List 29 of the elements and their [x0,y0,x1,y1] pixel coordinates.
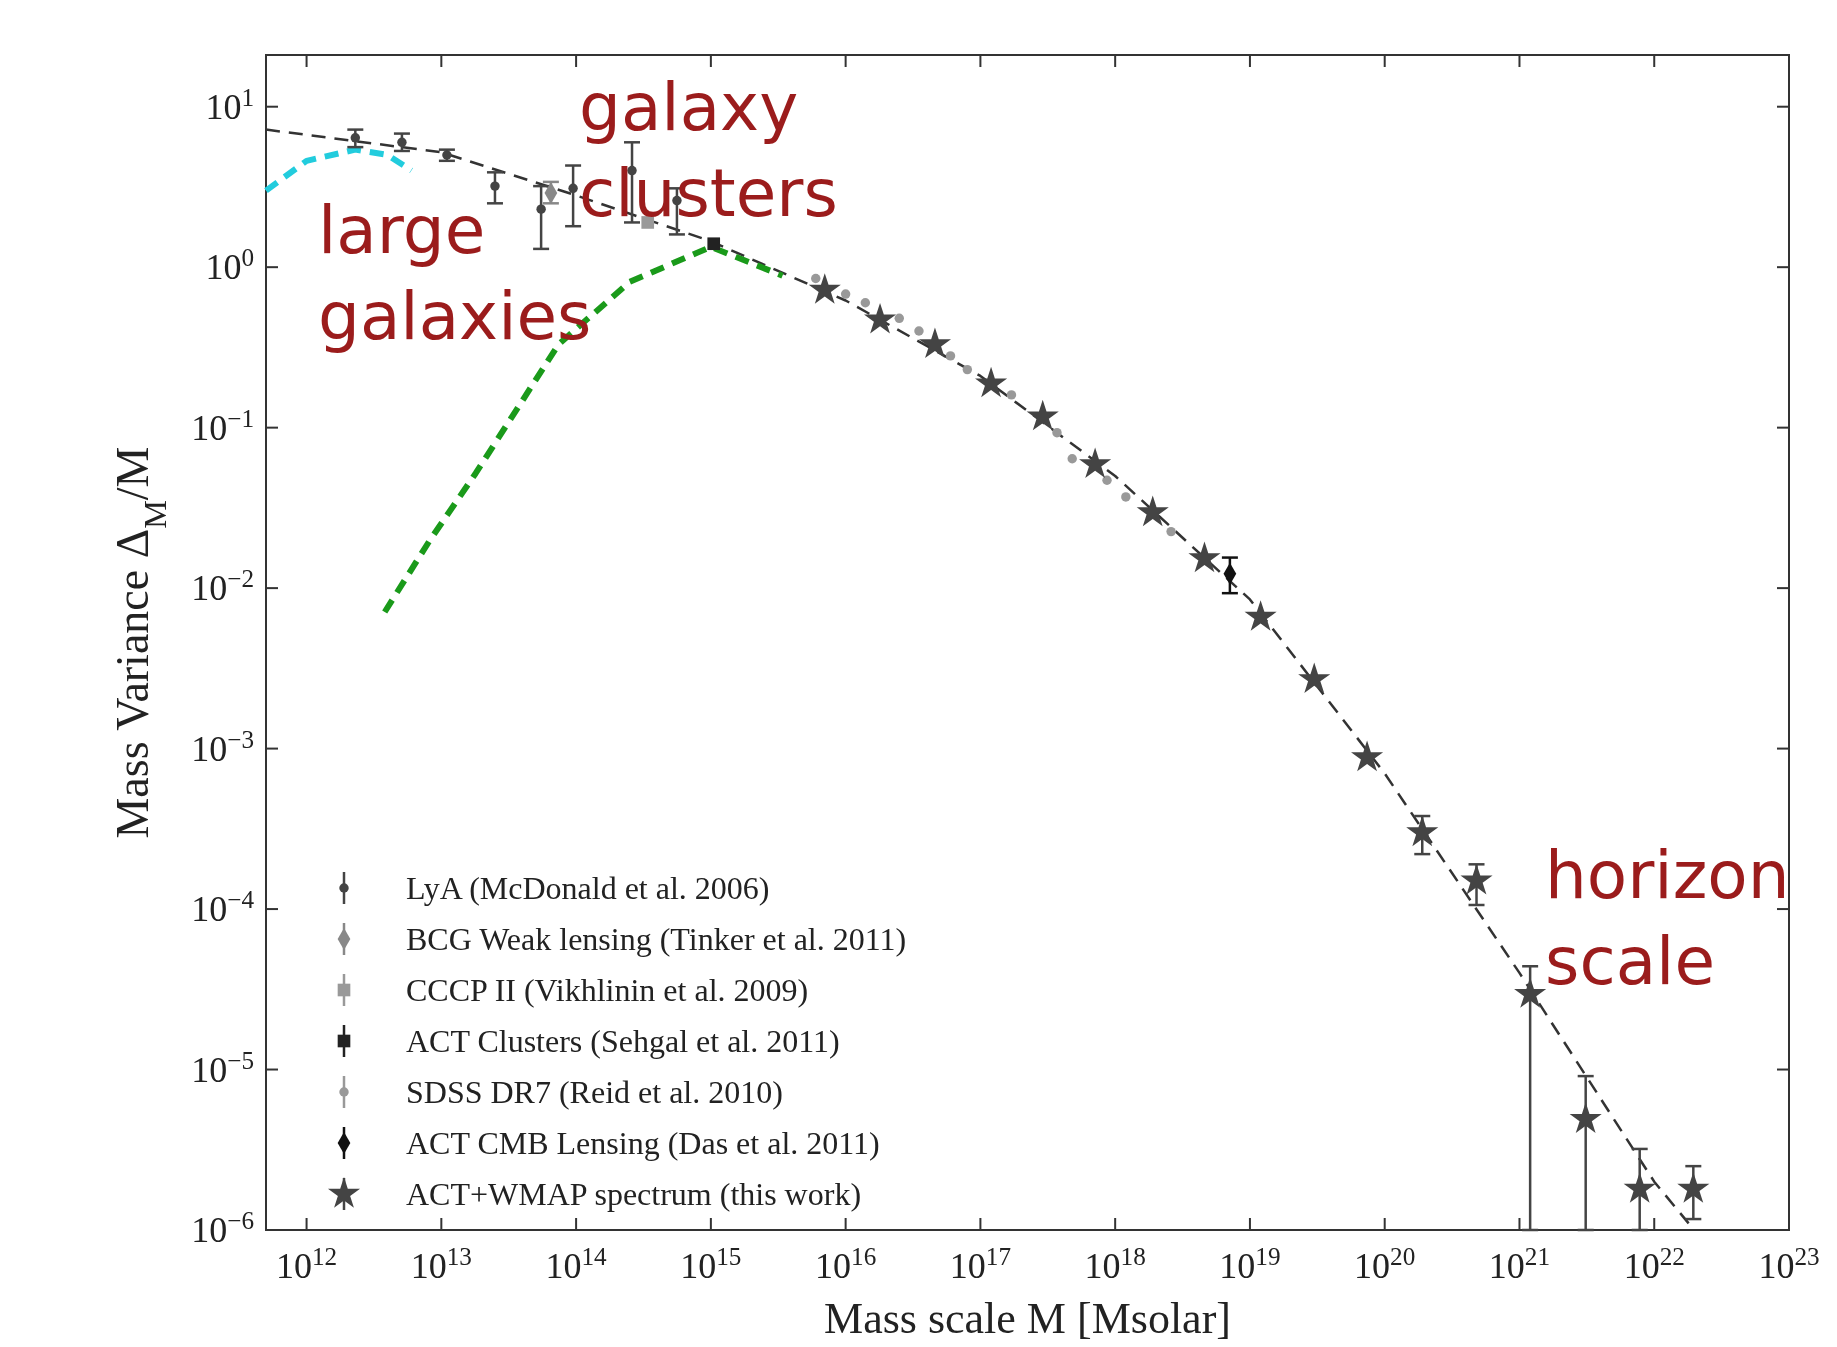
y-tick-label: 10$^{−3}$ [191,725,254,769]
x-tick-label: 10$^{22}$ [1623,1242,1685,1286]
x-tick-label: 10$^{23}$ [1758,1242,1820,1286]
x-tick-label: 10$^{16}$ [815,1242,877,1286]
legend-label: SDSS DR7 (Reid et al. 2010) [406,1074,783,1110]
y-tick-label: 10$^{−6}$ [191,1206,254,1250]
y-tick-label: 10$^{−2}$ [191,564,254,609]
x-tick-label: 10$^{21}$ [1488,1242,1551,1286]
y-tick-label: 10$^{0}$ [205,243,254,288]
x-tick-label: 10$^{15}$ [680,1242,742,1286]
y-tick-label: 10$^{1}$ [205,83,254,127]
x-tick-label: 10$^{17}$ [949,1242,1011,1286]
legend-label: LyA (McDonald et al. 2006) [406,870,770,906]
legend-label: ACT CMB Lensing (Das et al. 2011) [406,1125,880,1161]
legend-label: ACT+WMAP spectrum (this work) [406,1176,862,1212]
x-tick-label: 10$^{14}$ [545,1242,608,1286]
legend-label: ACT Clusters (Sehgal et al. 2011) [406,1023,840,1059]
x-tick-label: 10$^{19}$ [1219,1242,1281,1286]
y-tick-label: 10$^{−4}$ [191,885,255,930]
x-tick-label: 10$^{18}$ [1084,1242,1146,1286]
legend-label: BCG Weak lensing (Tinker et al. 2011) [406,921,907,957]
x-axis-title: Mass scale M [Msolar] [824,1294,1231,1343]
legend-label: CCCP II (Vikhlinin et al. 2009) [406,972,809,1008]
y-tick-label: 10$^{−5}$ [191,1046,254,1090]
annotation: horizon scale [1545,837,1790,1000]
y-tick-label: 10$^{−1}$ [191,404,254,448]
x-tick-label: 10$^{20}$ [1354,1242,1416,1286]
x-tick-label: 10$^{13}$ [410,1242,472,1286]
x-tick-label: 10$^{12}$ [275,1242,338,1286]
